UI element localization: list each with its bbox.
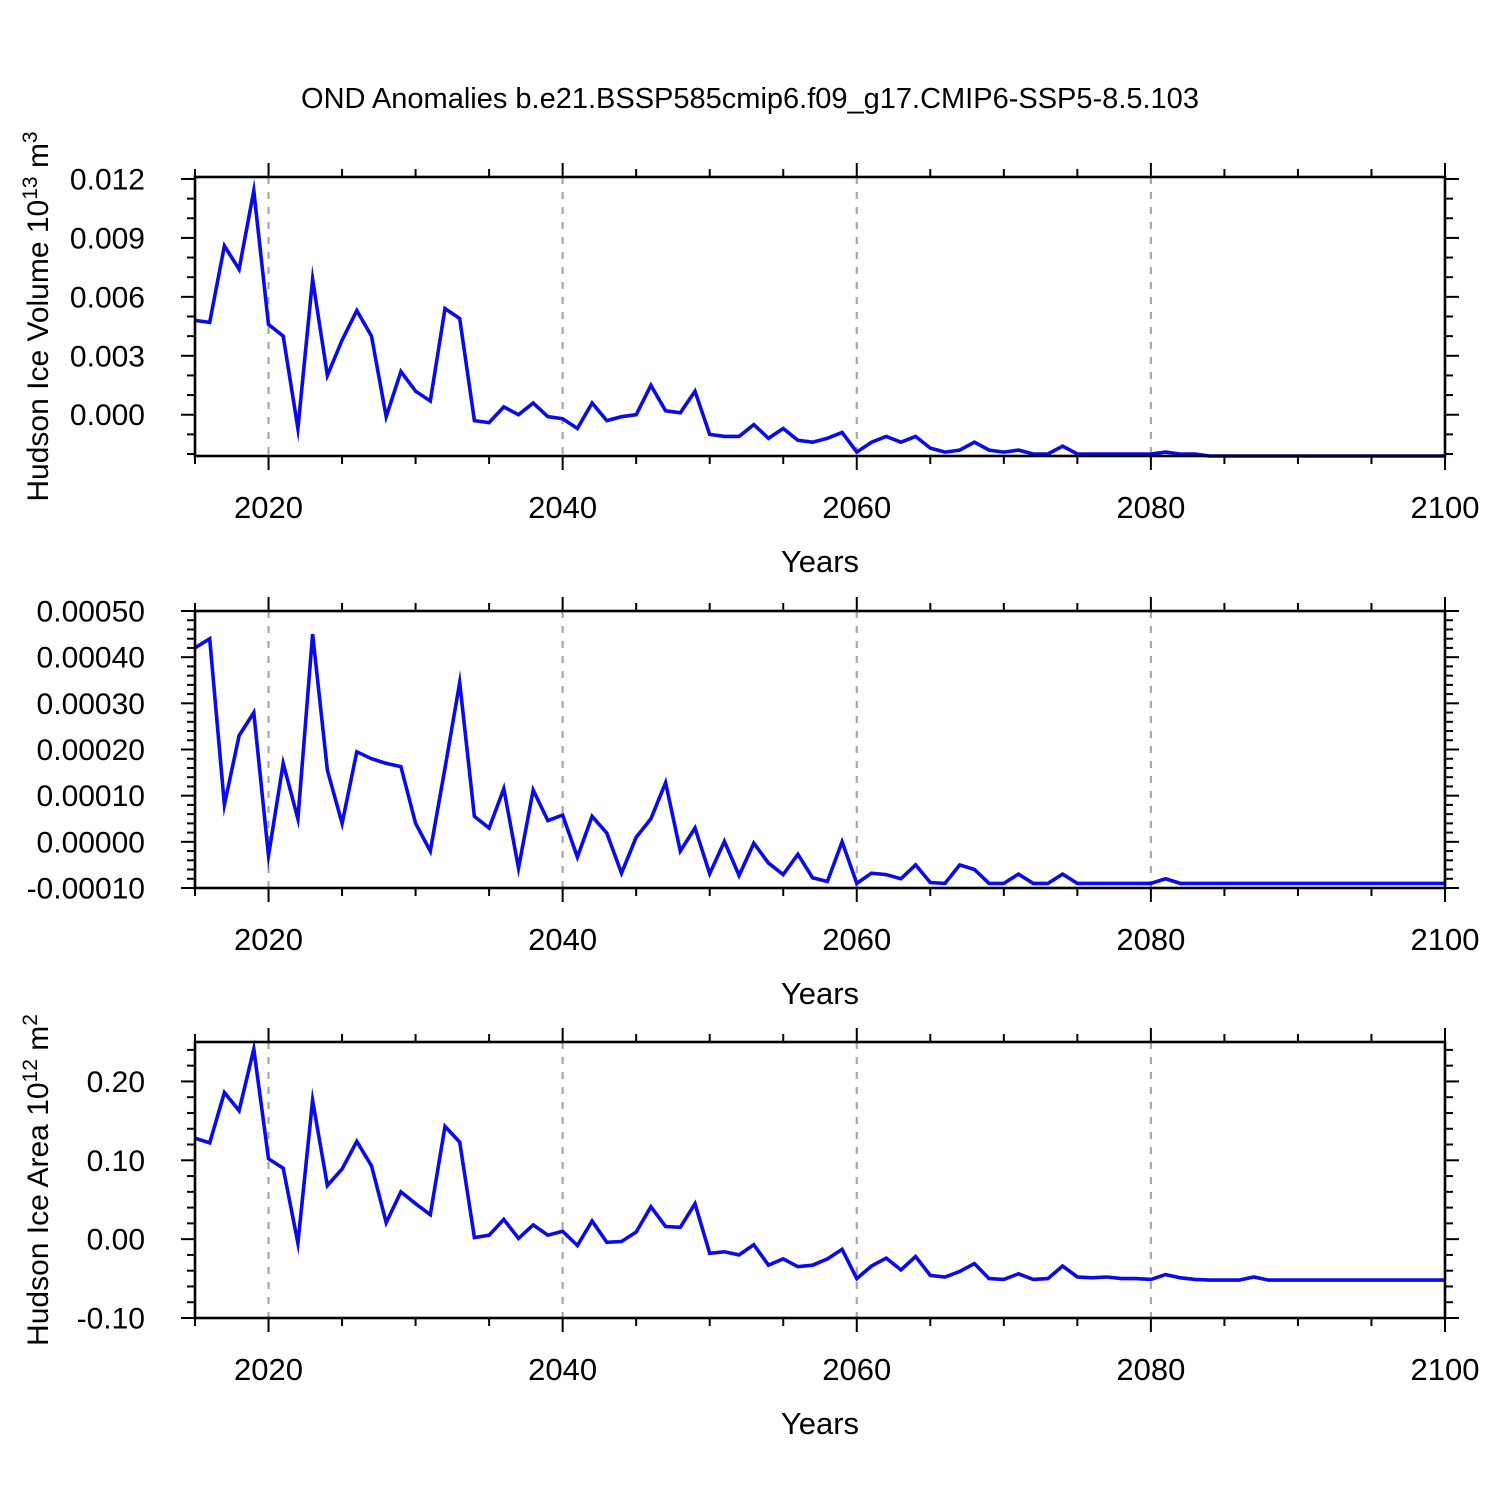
x-tick-label: 2060 xyxy=(822,1352,891,1387)
x-axis-title: Years xyxy=(781,1406,859,1441)
panel-frame xyxy=(193,1040,1447,1320)
x-tick-label: 2020 xyxy=(234,490,303,525)
x-tick-label: 2020 xyxy=(234,922,303,957)
panel-3: 2020 2040 2060 2080 2100 -0.10 0.00 0.10 0.20 Yea… xyxy=(19,1014,1479,1441)
panel-1: 2020 2040 2060 2080 2100 0.000 0.003 0.006 0.009… xyxy=(19,131,1479,579)
x-tick-label: 2060 xyxy=(822,490,891,525)
y-tick-label: 0.000 xyxy=(70,399,145,432)
x-tick-label: 2080 xyxy=(1116,490,1185,525)
y-tick-label: 0.006 xyxy=(70,281,145,314)
panel-frame xyxy=(193,175,1447,458)
y-tick-label: -0.00010 xyxy=(27,873,145,906)
y-axis-title: Hudson Ice Area 1012 m2 xyxy=(19,1014,55,1346)
x-tick-label: 2100 xyxy=(1411,1352,1480,1387)
y-tick-label: 0.10 xyxy=(87,1145,145,1178)
y-tick-label: 0.003 xyxy=(70,340,145,373)
x-tick-label: 2040 xyxy=(528,922,597,957)
panel-2: 2020 2040 2060 2080 2100 -0.00010 0.00000 0.000… xyxy=(27,596,1480,1012)
data-line xyxy=(194,633,1445,887)
x-tick-label: 2100 xyxy=(1411,490,1480,525)
chart-title: OND Anomalies b.e21.BSSP585cmip6.f09_g17… xyxy=(301,83,1199,115)
y-tick-label: 0.00050 xyxy=(37,596,145,629)
data-line xyxy=(194,1039,1445,1282)
y-tick-label: 0.012 xyxy=(70,163,145,196)
y-axis-title: Hudson Ice Volume 1013 m3 xyxy=(19,131,55,501)
x-tick-label: 2060 xyxy=(822,922,891,957)
y-tick-label: 0.00020 xyxy=(37,734,145,767)
x-tick-label: 2020 xyxy=(234,1352,303,1387)
y-tick-label: 0.00000 xyxy=(37,826,145,859)
data-line xyxy=(194,178,1445,458)
y-tick-label: 0.00030 xyxy=(37,688,145,721)
y-tick-label: 0.009 xyxy=(70,222,145,255)
y-tick-label: 0.00040 xyxy=(37,642,145,675)
x-tick-label: 2040 xyxy=(528,1352,597,1387)
x-tick-label: 2100 xyxy=(1411,922,1480,957)
x-axis-title: Years xyxy=(781,544,859,579)
x-axis-title: Years xyxy=(781,976,859,1011)
x-tick-label: 2080 xyxy=(1116,1352,1185,1387)
x-tick-label: 2040 xyxy=(528,490,597,525)
y-tick-label: -0.10 xyxy=(77,1303,145,1336)
y-tick-label: 0.00 xyxy=(87,1224,145,1257)
y-tick-label: 0.00010 xyxy=(37,780,145,813)
x-tick-label: 2080 xyxy=(1116,922,1185,957)
panel-frame xyxy=(193,609,1447,890)
y-tick-label: 0.20 xyxy=(87,1066,145,1099)
